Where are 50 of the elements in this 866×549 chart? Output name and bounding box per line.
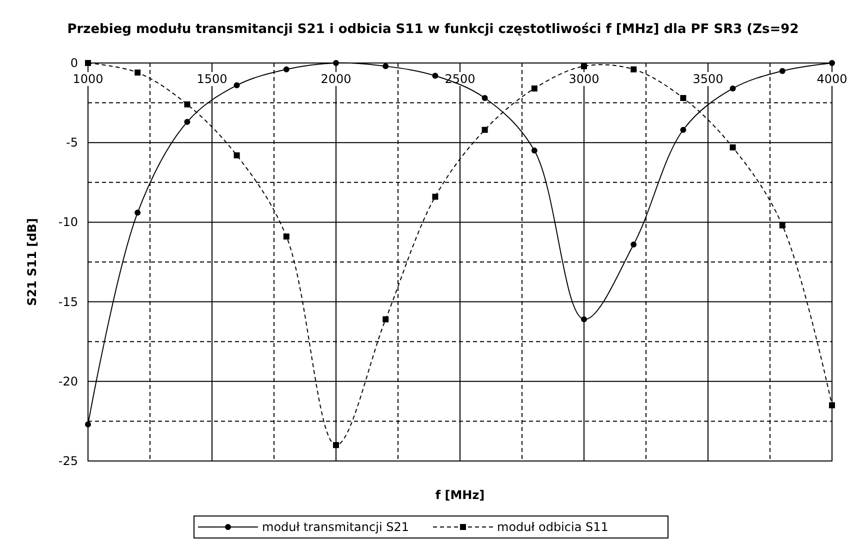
point <box>730 85 736 92</box>
point <box>283 66 290 72</box>
point <box>531 85 538 92</box>
point <box>85 60 91 66</box>
point <box>85 421 91 428</box>
point <box>630 66 637 72</box>
x-tick-label: 2000 <box>320 72 352 86</box>
x-axis-title: f [MHz] <box>435 488 485 502</box>
y-axis-title: S21 S11 [dB] <box>25 218 39 306</box>
y-tick-label: -25 <box>58 454 78 468</box>
x-tick-label: 3000 <box>568 72 600 86</box>
x-tick-label: 3500 <box>692 72 724 86</box>
x-tick-label: 1500 <box>196 72 228 86</box>
point <box>333 60 339 66</box>
point <box>630 241 637 248</box>
point <box>730 144 736 150</box>
y-tick-label: -15 <box>58 294 78 309</box>
point <box>134 210 141 216</box>
point <box>184 118 190 125</box>
legend-label: moduł odbicia S11 <box>497 520 608 534</box>
x-tick-label: 2500 <box>444 72 476 86</box>
point <box>482 126 488 133</box>
point <box>234 152 240 158</box>
chart-title: Przebieg modułu transmitancji S21 i odbicia S11 w funkcji częstotliwości f [MHz] dla PF SR3 (Zs=92 <box>67 22 799 37</box>
point <box>432 72 438 79</box>
point <box>184 101 190 108</box>
point <box>829 402 835 408</box>
y-tick-label: -20 <box>58 374 78 388</box>
point <box>134 70 141 76</box>
point <box>581 63 587 70</box>
legend-label: moduł transmitancji S21 <box>262 520 409 534</box>
point <box>779 68 786 74</box>
point <box>283 234 290 240</box>
y-tick-label: -5 <box>66 136 78 150</box>
y-tick-label: 0 <box>70 56 78 70</box>
x-tick-label: 1000 <box>72 72 104 86</box>
point <box>432 194 438 200</box>
point <box>234 82 240 88</box>
point <box>680 126 686 133</box>
y-tick-label: -10 <box>58 215 78 230</box>
point <box>531 148 538 154</box>
point <box>382 63 389 70</box>
x-tick-label: 4000 <box>816 72 848 86</box>
point <box>333 442 339 448</box>
point <box>779 222 786 228</box>
point <box>382 316 389 322</box>
point <box>680 95 686 102</box>
point <box>829 60 835 66</box>
point <box>482 95 488 102</box>
point <box>581 316 587 322</box>
